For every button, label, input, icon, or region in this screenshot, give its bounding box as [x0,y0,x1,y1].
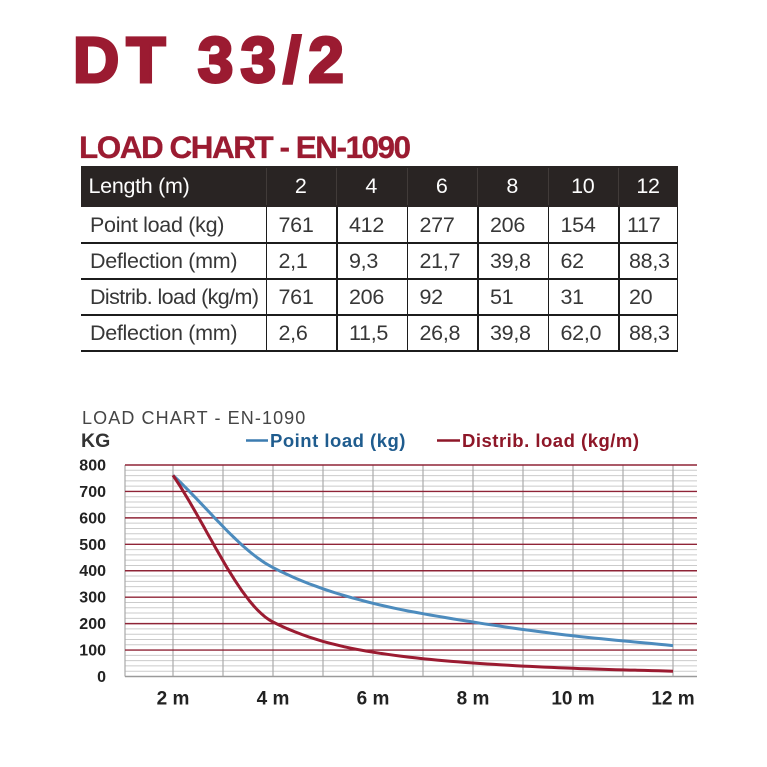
svg-text:10 m: 10 m [551,689,594,710]
svg-text:LOAD CHART - EN-1090: LOAD CHART - EN-1090 [82,408,306,428]
svg-text:12 m: 12 m [651,689,694,710]
svg-text:400: 400 [79,563,106,580]
svg-text:KG: KG [81,430,110,452]
svg-text:0: 0 [97,669,106,686]
svg-text:4 m: 4 m [257,689,290,710]
svg-text:8 m: 8 m [457,689,490,710]
svg-text:600: 600 [79,510,106,527]
svg-text:Point load (kg): Point load (kg) [270,430,406,451]
svg-text:500: 500 [79,537,106,554]
svg-text:Distrib. load (kg/m): Distrib. load (kg/m) [462,430,640,451]
svg-text:100: 100 [79,643,106,660]
svg-text:800: 800 [79,458,106,475]
svg-text:700: 700 [79,484,106,501]
svg-text:300: 300 [79,590,106,607]
svg-text:200: 200 [79,616,106,633]
svg-text:6 m: 6 m [357,689,390,710]
svg-text:2 m: 2 m [157,689,190,710]
